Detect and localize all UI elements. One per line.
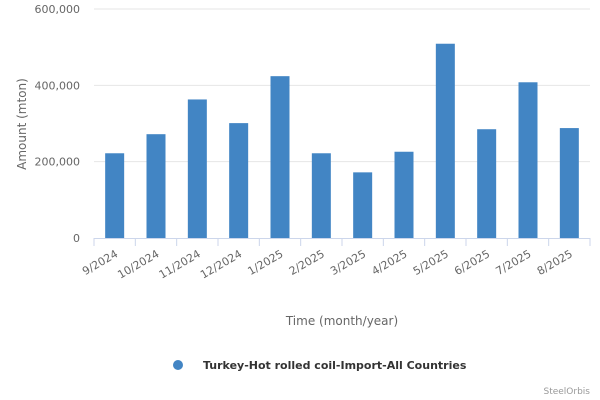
x-tick-label: 12/2024 (198, 247, 244, 281)
y-axis: 0 200,000 400,000 600,000 (35, 3, 81, 245)
y-gridlines (94, 8, 590, 163)
bar[interactable] (477, 129, 497, 238)
x-tick-label: 10/2024 (115, 247, 161, 281)
bar[interactable] (187, 99, 207, 238)
bar[interactable] (518, 82, 538, 238)
x-tick-label: 2/2025 (287, 247, 327, 278)
x-axis-title: Time (month/year) (285, 314, 398, 328)
x-tick-label: 6/2025 (452, 247, 492, 278)
x-tick-label: 1/2025 (245, 247, 285, 278)
y-tick-label: 0 (73, 232, 80, 245)
bar[interactable] (353, 172, 373, 238)
bar[interactable] (146, 134, 166, 238)
x-tick-label: 5/2025 (411, 247, 451, 278)
x-tick-label: 4/2025 (369, 247, 409, 278)
bar-series[interactable] (105, 43, 579, 239)
x-tick-label: 9/2024 (80, 247, 120, 278)
x-tick-label: 3/2025 (328, 247, 368, 278)
y-tick-label: 600,000 (35, 3, 81, 16)
legend-label: Turkey-Hot rolled coil-Import-All Countr… (203, 359, 467, 372)
bar[interactable] (270, 76, 290, 238)
y-tick-label: 400,000 (35, 79, 81, 92)
legend[interactable]: Turkey-Hot rolled coil-Import-All Countr… (173, 359, 467, 372)
legend-marker (173, 360, 183, 370)
bar[interactable] (559, 128, 579, 238)
x-tick-label: 8/2025 (535, 247, 575, 278)
x-tick-label: 7/2025 (493, 247, 533, 278)
bar[interactable] (229, 123, 249, 238)
bar[interactable] (105, 153, 125, 238)
bar[interactable] (435, 43, 455, 239)
y-axis-title: Amount (mton) (15, 78, 29, 170)
bar[interactable] (311, 153, 331, 238)
y-tick-label: 200,000 (35, 156, 81, 169)
credits-text[interactable]: SteelOrbis (543, 387, 590, 397)
bar[interactable] (394, 151, 414, 238)
x-tick-label: 11/2024 (157, 247, 203, 281)
